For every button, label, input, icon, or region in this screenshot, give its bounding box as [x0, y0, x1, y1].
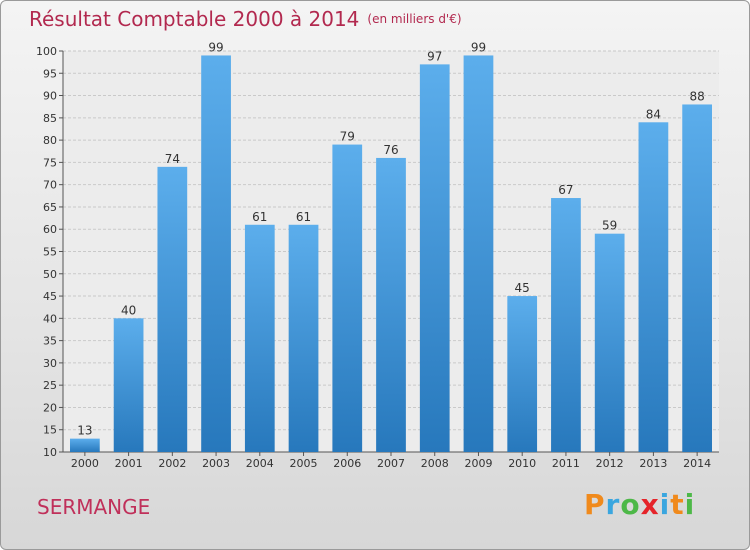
y-tick-label: 35: [43, 335, 57, 348]
x-tick-label: 2012: [596, 457, 624, 470]
data-label: 67: [558, 183, 573, 197]
y-tick-label: 20: [43, 401, 57, 414]
x-tick-label: 2009: [464, 457, 492, 470]
bar-2000: [69, 438, 100, 452]
data-label: 84: [646, 107, 661, 121]
data-label: 97: [427, 49, 442, 63]
data-label: 76: [383, 143, 398, 157]
y-tick-label: 25: [43, 379, 57, 392]
y-tick-label: 85: [43, 112, 57, 125]
x-tick-label: 2007: [377, 457, 405, 470]
logo-letter: P: [584, 488, 606, 521]
data-label: 99: [471, 40, 486, 54]
bar-2011: [551, 198, 581, 452]
chart-title-text: Résultat Comptable 2000 à 2014: [29, 7, 360, 31]
data-label: 61: [252, 210, 267, 224]
data-label: 61: [296, 210, 311, 224]
bar-2010: [507, 296, 538, 452]
y-tick-label: 95: [43, 67, 57, 80]
data-labels: 13 40 74 99 61 61 79 76 97 99 45 67 59 84 88: [77, 40, 705, 437]
data-label: 13: [77, 424, 92, 438]
y-tick-label: 30: [43, 357, 57, 370]
bar-2003: [201, 55, 231, 452]
x-tick-label: 2011: [552, 457, 580, 470]
data-label: 40: [121, 303, 136, 317]
bar-2014: [682, 104, 713, 452]
data-label: 59: [602, 219, 617, 233]
chart-title: Résultat Comptable 2000 à 2014 (en millie…: [29, 7, 462, 31]
bar-2013: [638, 122, 669, 453]
bars: [69, 55, 713, 453]
x-tick-label: 2013: [639, 457, 667, 470]
y-tick-label: 40: [43, 312, 57, 325]
commune-name: SERMANGE: [37, 495, 151, 519]
bar-2001: [113, 318, 144, 452]
x-tick-label: 2001: [115, 457, 143, 470]
bar-2007: [376, 157, 406, 452]
y-tick-label: 50: [43, 268, 57, 281]
x-tick-label: 2006: [333, 457, 361, 470]
x-tick-label: 2004: [246, 457, 274, 470]
y-tick-label: 100: [36, 45, 57, 58]
chart-subtitle: (en milliers d'€): [367, 12, 462, 26]
data-label: 79: [340, 130, 355, 144]
y-tick-label: 65: [43, 201, 57, 214]
x-tick-label: 2008: [421, 457, 449, 470]
x-tick-label: 2002: [158, 457, 186, 470]
logo-letter: r: [605, 488, 621, 521]
x-tick-label: 2014: [683, 457, 711, 470]
bar-2005: [288, 224, 319, 452]
logo-letter: t: [670, 488, 685, 521]
x-tick-label: 2000: [71, 457, 99, 470]
y-tick-label: 70: [43, 179, 57, 192]
proxiti-logo[interactable]: Proxiti: [584, 488, 695, 521]
bar-2009: [463, 55, 494, 452]
y-tick-label: 80: [43, 134, 57, 147]
data-label: 88: [689, 89, 704, 103]
x-tick-label: 2010: [508, 457, 536, 470]
logo-letter: o: [620, 488, 641, 521]
logo-letter: x: [640, 488, 660, 521]
y-tick-label: 55: [43, 246, 57, 259]
y-tick-label: 15: [43, 424, 57, 437]
data-label: 99: [208, 40, 223, 54]
y-tick-label: 10: [43, 446, 57, 459]
bar-2002: [157, 166, 188, 452]
x-axis: 2000 2001 2002 2003 2004 2005 2006 2007 2008 2009…: [71, 452, 711, 470]
x-tick-label: 2005: [290, 457, 318, 470]
y-tick-label: 90: [43, 90, 57, 103]
y-tick-label: 60: [43, 223, 57, 236]
bar-2008: [419, 64, 450, 452]
y-tick-label: 75: [43, 156, 57, 169]
bar-2004: [244, 224, 275, 452]
x-tick-label: 2003: [202, 457, 230, 470]
data-label: 74: [165, 152, 180, 166]
y-tick-label: 45: [43, 290, 57, 303]
bar-2012: [594, 233, 625, 452]
data-label: 45: [515, 281, 530, 295]
bar-2006: [332, 144, 363, 453]
logo-letter: i: [684, 488, 696, 521]
logo-letter: i: [659, 488, 671, 521]
